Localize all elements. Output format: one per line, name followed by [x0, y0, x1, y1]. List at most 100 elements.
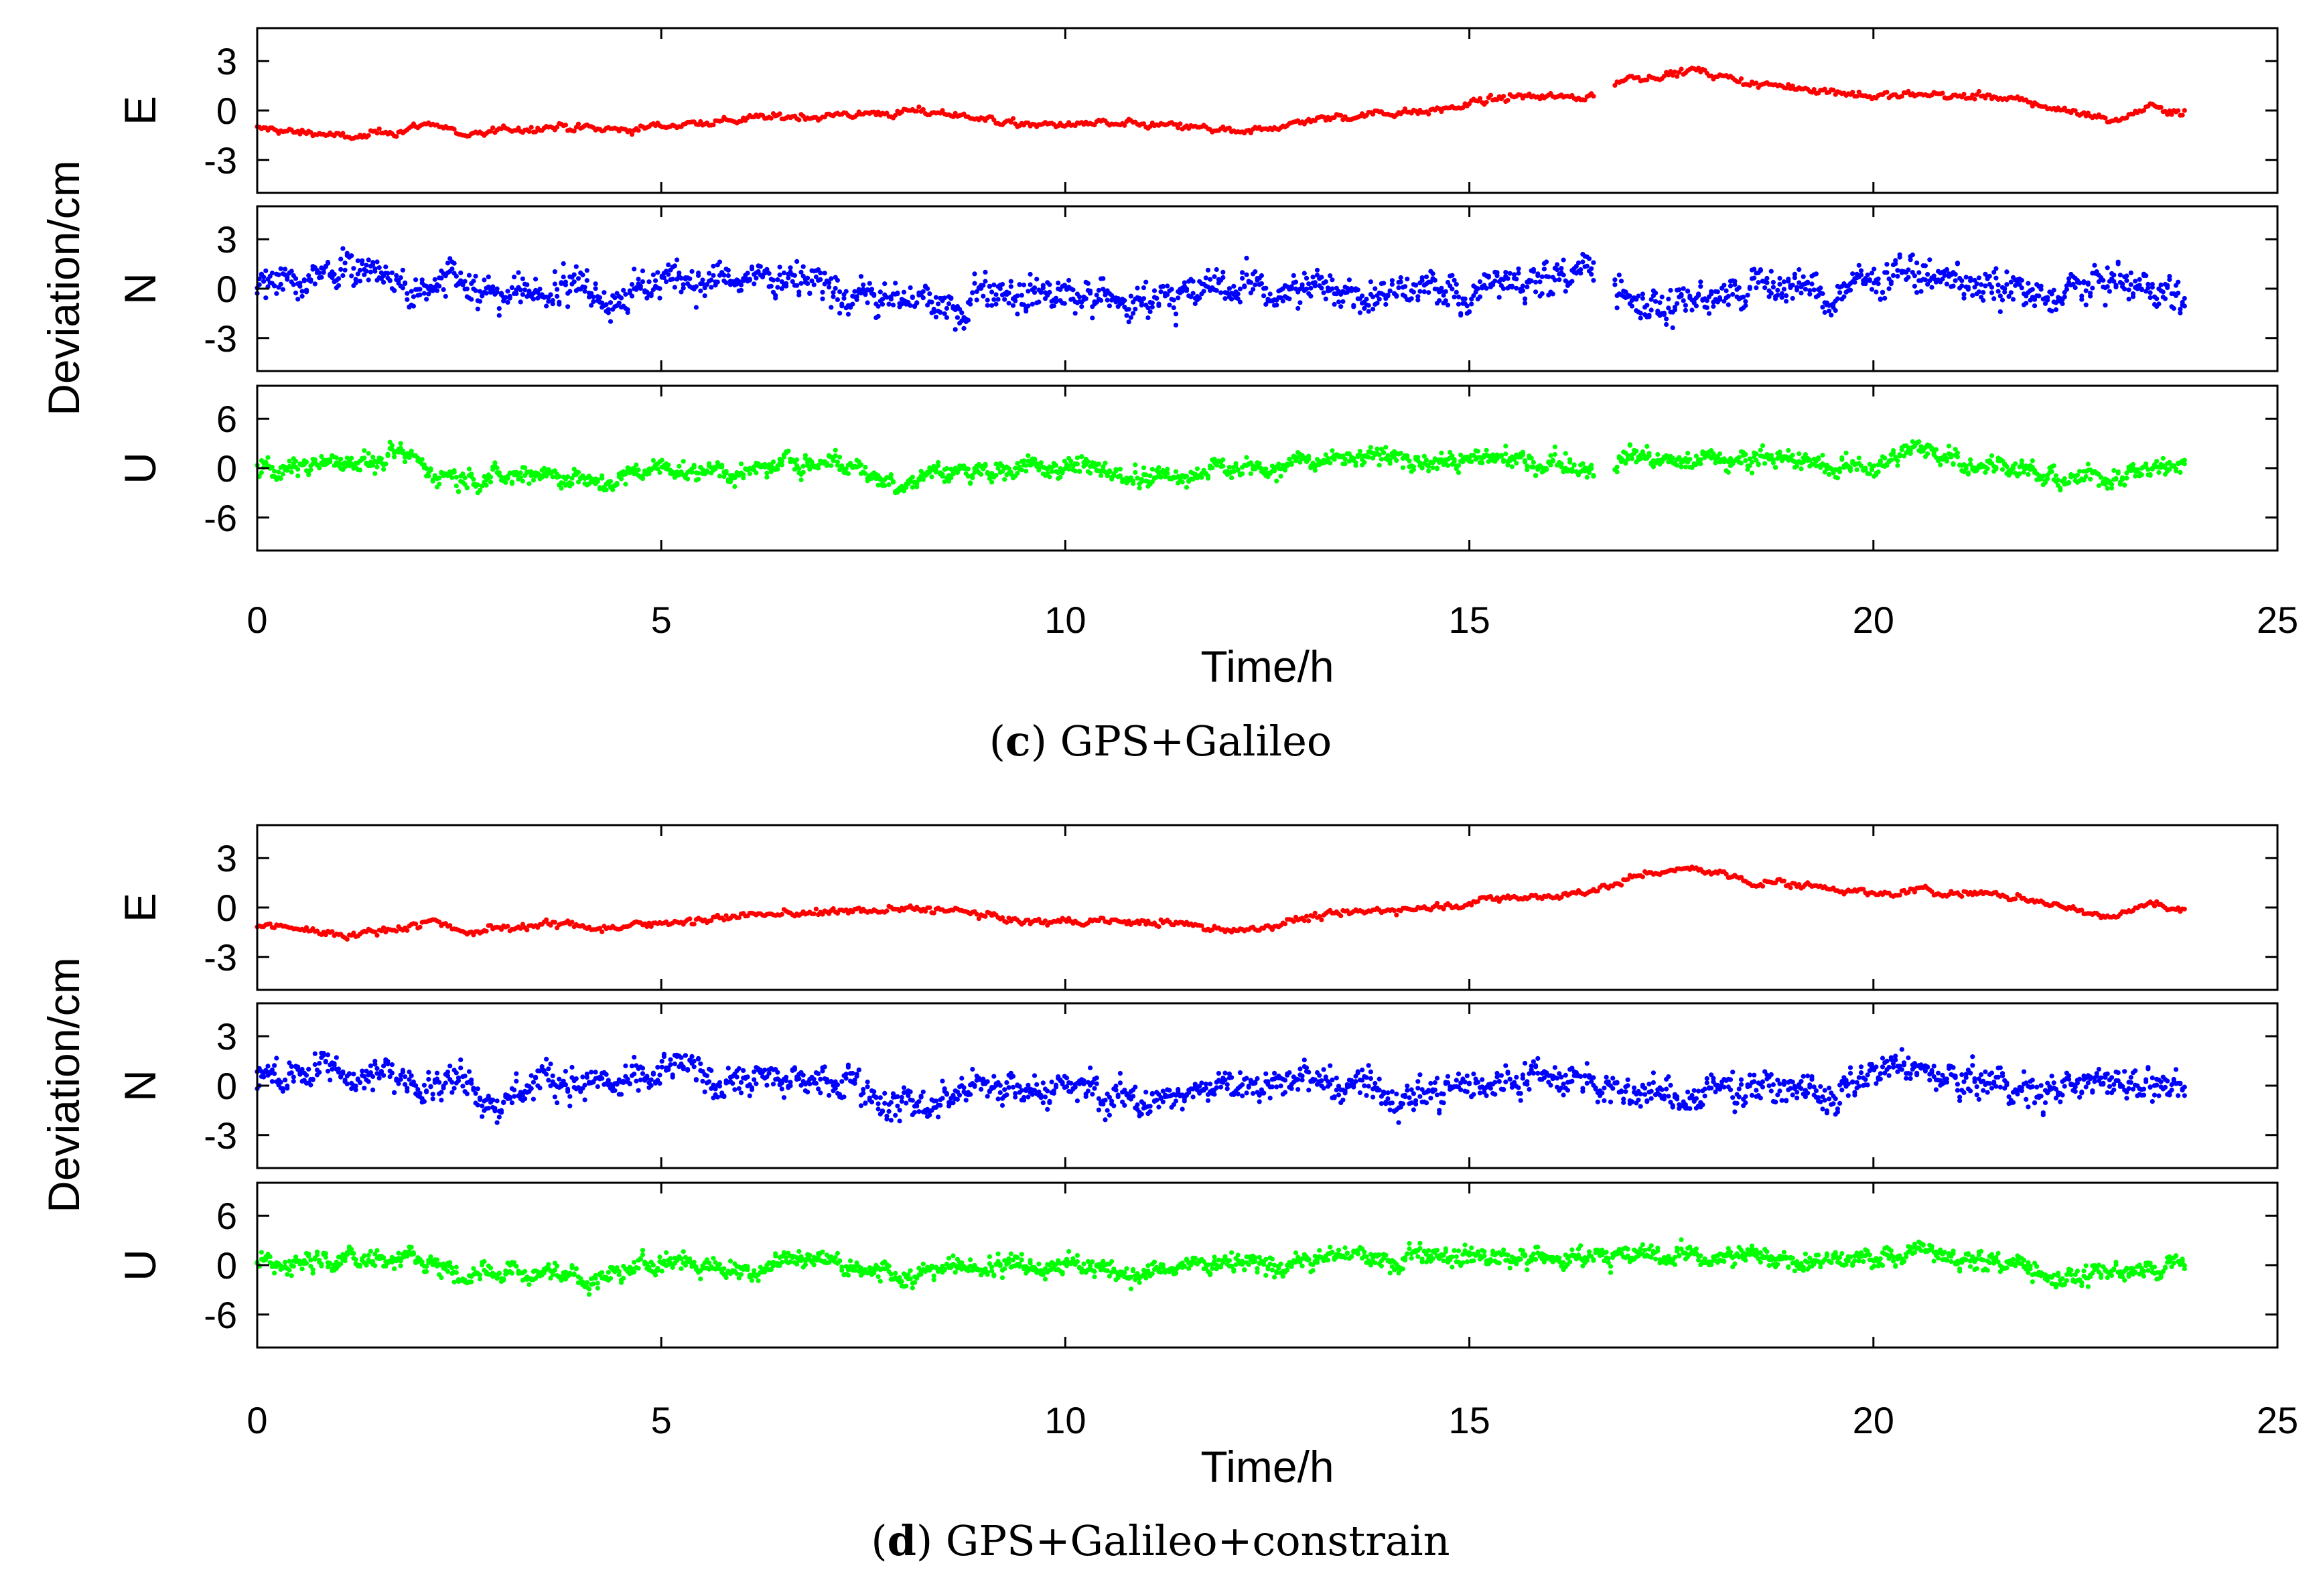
data-point-u [1015, 471, 1020, 476]
data-point-u [1306, 453, 1312, 459]
data-point-u [2133, 474, 2138, 479]
y-tick-label: 6 [216, 398, 237, 440]
data-point-n [1036, 299, 1042, 305]
data-point-e [2158, 104, 2164, 110]
data-point-u [1456, 463, 1462, 468]
data-point-u [1131, 478, 1136, 484]
data-point-n [745, 271, 750, 276]
data-point-u [1949, 454, 1954, 460]
data-point-n [1672, 307, 1677, 313]
data-point-n [1912, 273, 1917, 279]
data-point-n [2154, 296, 2160, 301]
data-point-u [2117, 482, 2123, 487]
data-point-e [297, 131, 303, 137]
data-point-n [1648, 307, 1654, 313]
data-point-u [1677, 455, 1682, 460]
data-point-u [1439, 450, 1444, 455]
data-point-n [552, 281, 558, 287]
data-point-u [488, 480, 494, 485]
data-point-n [1636, 293, 1641, 299]
data-point-n [1503, 270, 1508, 275]
data-point-e [1784, 85, 1789, 90]
data-point-u [287, 458, 292, 464]
data-point-n [1679, 291, 1684, 297]
data-point-n [796, 289, 802, 295]
data-point-n [2115, 261, 2121, 267]
data-point-n [2148, 295, 2153, 300]
data-point-n [1795, 287, 1800, 293]
data-point-u [492, 460, 498, 465]
data-point-n [421, 291, 427, 296]
data-point-n [2081, 279, 2087, 285]
data-point-e [490, 125, 496, 131]
data-point-n [1559, 266, 1564, 271]
data-point-n [955, 315, 960, 320]
data-point-u [1571, 462, 1577, 467]
data-point-n [987, 284, 992, 289]
data-point-e [484, 928, 489, 934]
data-point-n [1687, 293, 1693, 299]
data-point-n [1829, 312, 1834, 317]
data-point-e [629, 132, 635, 137]
data-point-n [700, 277, 705, 283]
data-point-u [910, 484, 915, 490]
data-point-u [259, 470, 264, 476]
data-point-n [1192, 301, 1198, 306]
data-point-n [1381, 281, 1387, 286]
data-point-e [779, 912, 784, 917]
data-point-n [2090, 285, 2095, 291]
data-point-n [602, 290, 607, 295]
data-point-n [1151, 288, 1157, 293]
data-point-n [2051, 287, 2056, 293]
data-point-n [736, 279, 742, 284]
data-point-u [2085, 461, 2091, 467]
data-point-n [1951, 283, 1956, 289]
data-point-n [1145, 305, 1151, 311]
data-point-e [711, 122, 716, 127]
data-point-u [389, 443, 395, 448]
data-point-u [1503, 443, 1508, 449]
data-point-u [1220, 463, 1226, 469]
data-point-n [723, 280, 729, 285]
data-point-u [940, 471, 945, 477]
data-point-u [1944, 456, 1949, 461]
data-point-n [856, 287, 861, 292]
data-point-n [1944, 281, 1949, 287]
data-point-n [747, 277, 752, 282]
data-point-e [974, 912, 979, 917]
data-point-n [1008, 284, 1013, 289]
data-point-u [1426, 463, 1431, 469]
data-point-n [845, 311, 851, 317]
data-point-n [798, 281, 804, 286]
data-point-n [621, 287, 626, 293]
data-point-n [1126, 307, 1131, 312]
data-point-n [1070, 287, 1076, 293]
data-point-n [1747, 286, 1752, 291]
data-point-n [291, 282, 296, 287]
data-point-u [1085, 459, 1091, 465]
data-point-u [1272, 468, 1277, 474]
data-point-n [1955, 261, 1960, 266]
data-point-n [675, 257, 680, 263]
data-point-n [800, 264, 806, 269]
data-point-n [1683, 303, 1688, 308]
data-point-n [1024, 309, 1029, 314]
data-point-u [1398, 451, 1403, 456]
data-point-u [285, 467, 290, 473]
data-point-u [762, 464, 768, 469]
data-point-u [1024, 468, 1029, 474]
data-point-e [2072, 108, 2078, 113]
data-point-e [1226, 125, 1232, 131]
data-point-u [1786, 447, 1791, 453]
data-point-n [2182, 295, 2187, 301]
x-tick-label: 20 [1853, 599, 1894, 641]
data-point-n [342, 261, 348, 266]
data-point-u [1835, 476, 1840, 481]
data-point-n [942, 295, 947, 301]
data-point-n [1752, 267, 1757, 272]
data-point-n [516, 270, 521, 275]
data-point-n [618, 295, 624, 301]
data-point-u [802, 453, 808, 458]
data-point-u [372, 471, 378, 476]
data-point-n [1970, 293, 1975, 298]
